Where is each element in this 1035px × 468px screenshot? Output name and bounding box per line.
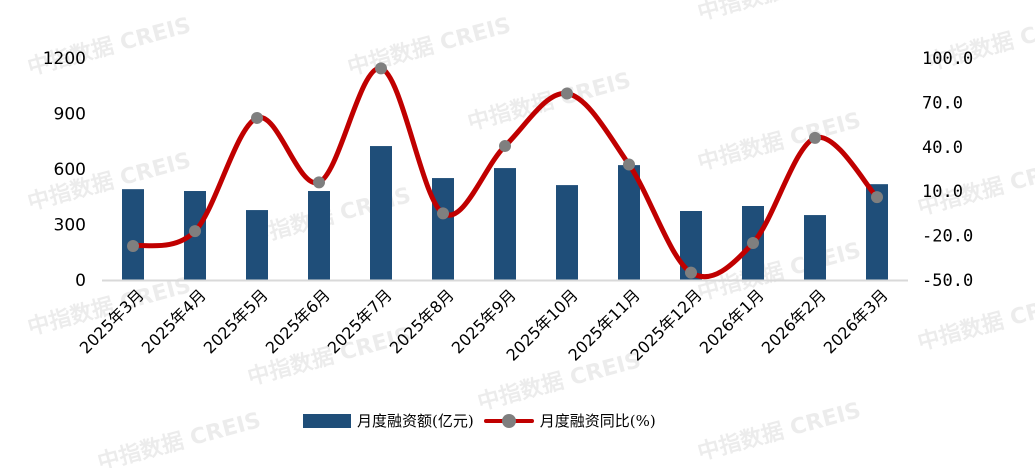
bar <box>804 215 826 280</box>
right-axis-tick: -50.0 <box>922 271 973 291</box>
line-marker <box>747 237 759 249</box>
line-marker <box>561 87 573 100</box>
legend-bar-label: 月度融资额(亿元) <box>357 412 474 430</box>
line-marker <box>313 176 325 189</box>
watermark-text: 中指数据 CREIS <box>695 0 864 26</box>
left-axis-tick: 1200 <box>43 49 86 69</box>
x-axis-label: 2026年2月 <box>758 285 830 357</box>
bar <box>556 185 578 280</box>
legend-line-label: 月度融资同比(%) <box>539 412 656 430</box>
bar <box>494 168 516 280</box>
bar <box>866 184 888 280</box>
left-axis-tick: 300 <box>54 216 86 236</box>
right-axis-tick: 100.0 <box>922 49 973 69</box>
line-marker <box>437 207 449 220</box>
watermark-text: 中指数据 CREIS <box>345 12 514 81</box>
bar <box>680 210 702 280</box>
left-axis-tick: 0 <box>75 271 86 291</box>
bar <box>122 189 144 280</box>
right-axis-tick: 10.0 <box>922 182 963 202</box>
line-marker <box>375 62 387 75</box>
bar <box>246 210 268 280</box>
bar <box>370 146 392 280</box>
watermark-text: 中指数据 CREIS <box>695 397 864 466</box>
bar <box>432 178 454 280</box>
watermark-text: 中指数据 CREIS <box>695 107 864 176</box>
line-marker <box>499 140 511 153</box>
bar <box>308 191 330 280</box>
left-axis-tick: 900 <box>54 105 86 125</box>
line-marker <box>809 131 821 144</box>
watermark-text: 中指数据 CREIS <box>245 322 414 391</box>
legend-line-swatch <box>483 413 534 428</box>
bar <box>618 165 640 280</box>
line-marker <box>127 239 139 252</box>
watermark-text: 中指数据 CREIS <box>25 12 194 81</box>
watermark-text: 中指数据 CREIS <box>915 287 1035 356</box>
line-marker <box>189 225 201 238</box>
line-marker <box>623 158 635 171</box>
line-marker <box>685 266 697 279</box>
right-axis-tick: 70.0 <box>922 93 963 113</box>
x-axis-label: 2026年3月 <box>820 285 892 357</box>
legend: 月度融资额(亿元) 月度融资同比(%) <box>303 410 656 431</box>
line-marker <box>871 191 883 204</box>
left-axis-tick: 600 <box>54 160 86 180</box>
legend-bar-swatch <box>303 413 351 428</box>
watermark-text: 中指数据 CREIS <box>475 347 644 416</box>
line-marker <box>251 111 263 124</box>
right-axis-tick: -20.0 <box>922 227 973 247</box>
watermark-text: 中指数据 CREIS <box>95 407 264 468</box>
x-axis-label: 2025年5月 <box>200 285 272 357</box>
right-axis-tick: 40.0 <box>922 138 963 158</box>
watermark-text: 中指数据 CREIS <box>25 147 194 216</box>
x-axis-label: 2025年8月 <box>386 285 458 357</box>
